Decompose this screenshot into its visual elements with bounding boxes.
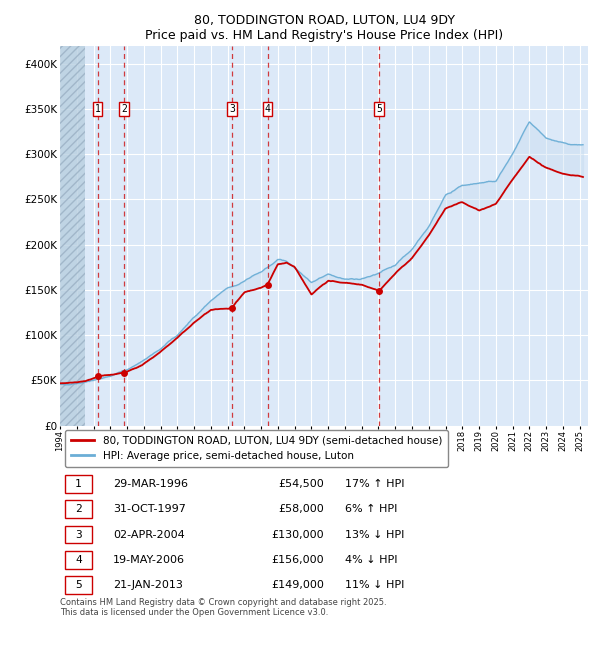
Text: 1: 1 (75, 479, 82, 489)
Text: 5: 5 (75, 580, 82, 590)
Text: 2: 2 (121, 104, 127, 114)
Text: 02-APR-2004: 02-APR-2004 (113, 530, 185, 540)
Text: 4: 4 (265, 104, 271, 114)
Text: 3: 3 (229, 104, 235, 114)
Text: 1: 1 (95, 104, 100, 114)
Text: 19-MAY-2006: 19-MAY-2006 (113, 555, 185, 565)
Text: 6% ↑ HPI: 6% ↑ HPI (345, 504, 397, 514)
Text: £156,000: £156,000 (271, 555, 324, 565)
Text: 13% ↓ HPI: 13% ↓ HPI (345, 530, 404, 540)
Bar (60, 46, 85, 426)
Text: 5: 5 (376, 104, 382, 114)
Legend: 80, TODDINGTON ROAD, LUTON, LU4 9DY (semi-detached house), HPI: Average price, s: 80, TODDINGTON ROAD, LUTON, LU4 9DY (sem… (65, 430, 448, 467)
FancyBboxPatch shape (65, 577, 92, 594)
FancyBboxPatch shape (65, 551, 92, 569)
Text: £58,000: £58,000 (278, 504, 324, 514)
Text: Contains HM Land Registry data © Crown copyright and database right 2025.
This d: Contains HM Land Registry data © Crown c… (60, 598, 386, 618)
FancyBboxPatch shape (65, 475, 92, 493)
FancyBboxPatch shape (65, 526, 92, 543)
Text: £130,000: £130,000 (271, 530, 324, 540)
Text: 3: 3 (75, 530, 82, 540)
Text: 4% ↓ HPI: 4% ↓ HPI (345, 555, 398, 565)
Text: 29-MAR-1996: 29-MAR-1996 (113, 479, 188, 489)
Text: 21-JAN-2013: 21-JAN-2013 (113, 580, 182, 590)
Text: 31-OCT-1997: 31-OCT-1997 (113, 504, 185, 514)
Text: £54,500: £54,500 (278, 479, 324, 489)
Title: 80, TODDINGTON ROAD, LUTON, LU4 9DY
Price paid vs. HM Land Registry's House Pric: 80, TODDINGTON ROAD, LUTON, LU4 9DY Pric… (145, 14, 503, 42)
Text: 17% ↑ HPI: 17% ↑ HPI (345, 479, 404, 489)
Text: 11% ↓ HPI: 11% ↓ HPI (345, 580, 404, 590)
Text: £149,000: £149,000 (271, 580, 324, 590)
FancyBboxPatch shape (65, 500, 92, 518)
Text: 2: 2 (75, 504, 82, 514)
Text: 4: 4 (75, 555, 82, 565)
